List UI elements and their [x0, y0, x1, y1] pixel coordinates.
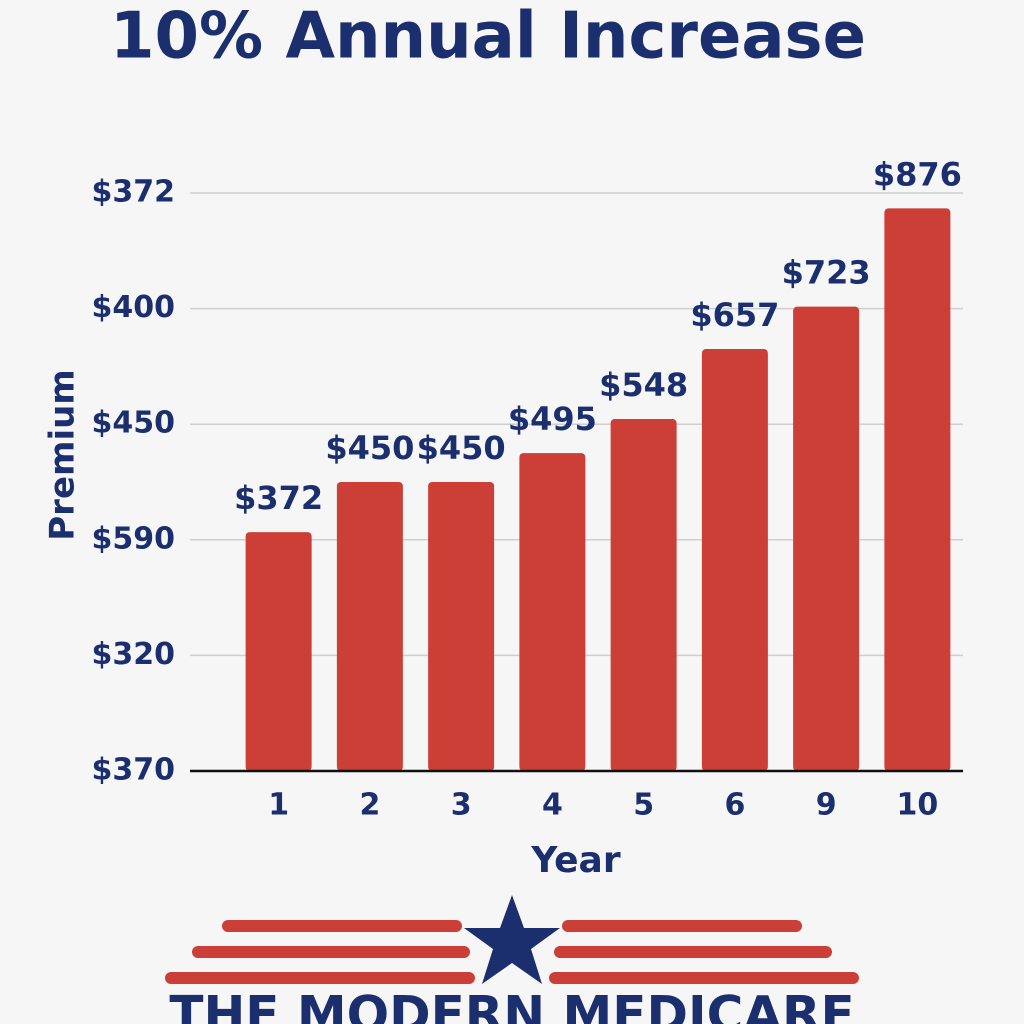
bar — [701, 349, 768, 771]
bar — [610, 419, 677, 771]
bar — [884, 208, 951, 771]
logo-stripe — [554, 946, 832, 958]
bar — [428, 482, 495, 771]
bar — [793, 306, 860, 771]
logo-text: THE MODERN MEDICARE — [169, 986, 854, 1024]
logo-stripe — [165, 972, 475, 984]
y-tick-label: $320 — [92, 637, 176, 672]
logo-stripe — [549, 972, 859, 984]
y-axis-label: Premium — [43, 369, 83, 540]
x-tick-label: 1 — [268, 788, 289, 823]
logo: THE MODERN MEDICARE — [165, 895, 859, 1024]
logo-stripe — [562, 920, 802, 932]
x-tick-label: 10 — [897, 788, 939, 823]
bar — [519, 453, 586, 771]
value-label: $876 — [873, 155, 962, 193]
logo-stripe — [192, 946, 470, 958]
y-tick-label: $372 — [92, 175, 176, 210]
y-tick-label: $590 — [92, 521, 176, 556]
value-label: $450 — [417, 429, 506, 467]
x-axis-label: Year — [530, 840, 620, 881]
x-tick-label: 2 — [359, 788, 380, 823]
value-label: $495 — [508, 400, 597, 438]
value-label: $372 — [234, 479, 323, 517]
bar — [336, 482, 403, 771]
y-tick-label: $450 — [92, 406, 176, 441]
logo-star — [464, 895, 560, 984]
x-tick-label: 9 — [816, 788, 837, 823]
x-tick-label: 4 — [542, 788, 563, 823]
chart-title: 10% Annual Increase — [110, 0, 866, 74]
value-label: $657 — [690, 296, 779, 334]
y-tick-label: $400 — [92, 290, 176, 325]
logo-stripe — [222, 920, 462, 932]
x-tick-label: 5 — [633, 788, 654, 823]
bar — [245, 532, 312, 771]
value-label: $723 — [782, 254, 871, 292]
x-tick-label: 3 — [451, 788, 472, 823]
value-label: $548 — [599, 366, 688, 404]
y-tick-label: $370 — [92, 753, 176, 788]
x-tick-label: 6 — [724, 788, 745, 823]
value-label: $450 — [325, 429, 414, 467]
